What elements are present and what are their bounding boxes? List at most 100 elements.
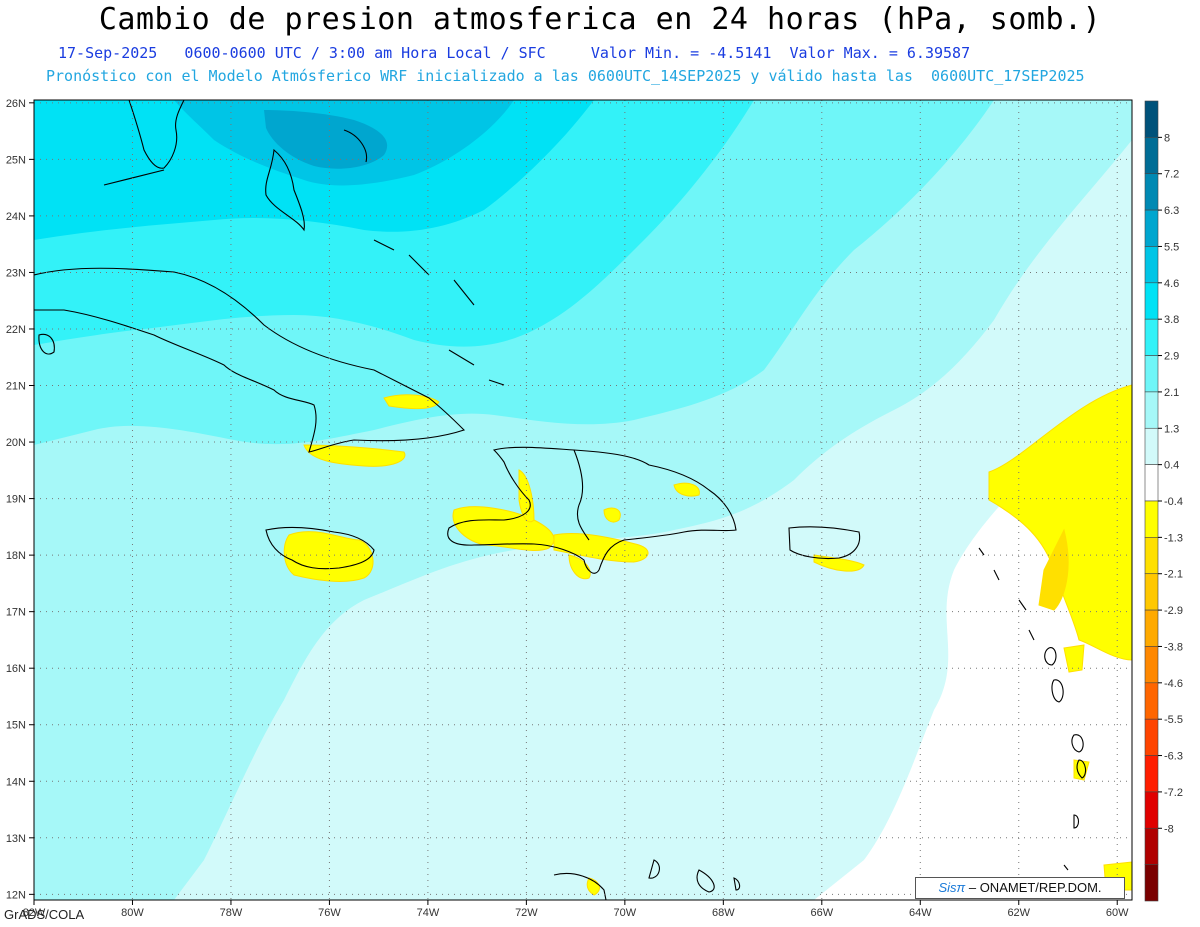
lat-label: 14N [6, 776, 26, 788]
latitude-labels: 26N 25N 24N 23N 22N 21N 20N 19N 18N 17N 16N 15N 14N 1… [6, 98, 34, 901]
field-zone-6.3 [264, 110, 388, 169]
valid-time-subtitle: 17-Sep-2025 0600-0600 UTC / 3:00 am Hora… [58, 44, 971, 62]
colorbar-label: -1.3 [1164, 532, 1183, 544]
lon-label: 60W [1106, 907, 1129, 919]
lat-label: 23N [6, 267, 26, 279]
colorbar-label: 0.4 [1164, 460, 1179, 472]
hispaniola-coast [447, 446, 737, 574]
lat-label: 13N [6, 833, 26, 845]
south-america-coast [553, 859, 741, 900]
colorbar-swatch [1144, 355, 1159, 393]
colorbar-label: -3.8 [1164, 641, 1183, 653]
andros-island [265, 148, 305, 232]
colorbar-label: -2.9 [1164, 605, 1183, 617]
lon-label: 74W [417, 907, 440, 919]
colorbar-label: 1.3 [1164, 423, 1179, 435]
colorbar-swatch [1144, 246, 1159, 284]
credit-brand: Sisπ [938, 880, 966, 895]
colorbar-label: 5.5 [1164, 241, 1179, 253]
colorbar-swatches [1144, 100, 1159, 902]
lon-label: 70W [614, 907, 637, 919]
lon-label: 62W [1007, 907, 1030, 919]
florida-keys [103, 169, 165, 186]
colorbar-label: 8 [1164, 132, 1170, 144]
lon-label: 66W [810, 907, 833, 919]
colorbar-swatch [1144, 427, 1159, 465]
lat-label: 12N [6, 889, 26, 901]
lon-label: 78W [220, 907, 243, 919]
lat-label: 19N [6, 494, 26, 506]
lat-label: 18N [6, 550, 26, 562]
lat-label: 17N [6, 607, 26, 619]
colorbar-swatch [1144, 173, 1159, 211]
colorbar-label: -7.2 [1164, 787, 1183, 799]
colorbar-swatch [1144, 646, 1159, 684]
credit-box: Sisπ – ONAMET/REP.DOM. [915, 877, 1125, 899]
colorbar-label: -4.6 [1164, 678, 1183, 690]
colorbar-swatch [1144, 318, 1159, 356]
colorbar: 8 7.2 6.3 5.5 4.6 3.8 2.9 2.1 1.3 0.4 -0.4 -1.3 -2.1… [1144, 100, 1183, 902]
florida-coast [128, 100, 185, 169]
map-canvas [34, 100, 1132, 900]
colorbar-swatch [1144, 609, 1159, 647]
colorbar-label: -5.5 [1164, 714, 1183, 726]
bahamas-islands [373, 239, 505, 386]
lon-label: 64W [909, 907, 932, 919]
lon-label: 72W [515, 907, 538, 919]
negative-change-areas [283, 384, 1132, 896]
colorbar-swatch [1144, 864, 1159, 902]
longitude-labels: 82W 80W 78W 76W 74W 72W 70W 68W 66W 64W 62W 60W [23, 900, 1129, 919]
colorbar-swatch [1144, 718, 1159, 756]
colorbar-swatch [1144, 573, 1159, 611]
colorbar-label: 7.2 [1164, 169, 1179, 181]
lat-label: 25N [6, 154, 26, 166]
colorbar-label: -6.3 [1164, 751, 1183, 763]
software-label: GrADS/COLA [4, 907, 85, 922]
colorbar-label: 2.1 [1164, 387, 1179, 399]
colorbar-swatch [1144, 537, 1159, 575]
jamaica-coast [265, 526, 375, 570]
model-init-subtitle: Pronóstico con el Modelo Atmósferico WRF… [46, 67, 1085, 85]
colorbar-label: -8 [1164, 823, 1174, 835]
colorbar-swatch [1144, 827, 1159, 865]
colorbar-swatch [1144, 209, 1159, 247]
colorbar-swatch [1144, 100, 1159, 138]
coastlines [34, 100, 1087, 900]
colorbar-swatch [1144, 464, 1159, 502]
lon-label: 82W [23, 907, 46, 919]
colorbar-swatch [1144, 682, 1159, 720]
colorbar-swatch [1144, 791, 1159, 829]
lat-label: 20N [6, 437, 26, 449]
lat-label: 26N [6, 98, 26, 110]
lon-label: 76W [318, 907, 341, 919]
map-title: Cambio de presion atmosferica en 24 hora… [98, 2, 1102, 37]
lon-label: 68W [712, 907, 735, 919]
lon-label: 80W [121, 907, 144, 919]
lat-label: 15N [6, 720, 26, 732]
colorbar-label: 3.8 [1164, 314, 1179, 326]
colorbar-label: -0.4 [1164, 496, 1183, 508]
colorbar-swatch [1144, 391, 1159, 429]
lat-label: 16N [6, 663, 26, 675]
colorbar-label: 4.6 [1164, 278, 1179, 290]
pressure-change-map [34, 100, 1132, 900]
colorbar-label: 6.3 [1164, 205, 1179, 217]
lat-label: 24N [6, 211, 26, 223]
eleuthera [343, 129, 368, 163]
haiti-border [573, 449, 590, 541]
lat-label: 22N [6, 324, 26, 336]
lat-label: 21N [6, 381, 26, 393]
colorbar-label: 2.9 [1164, 351, 1179, 363]
cuba-coast [34, 267, 466, 453]
graticule [34, 100, 1132, 900]
colorbar-label: -2.1 [1164, 569, 1183, 581]
puerto-rico-coast [788, 526, 861, 560]
colorbar-swatch [1144, 282, 1159, 320]
colorbar-labels: 8 7.2 6.3 5.5 4.6 3.8 2.9 2.1 1.3 0.4 -0.4 -1.3 -2.1… [1158, 132, 1183, 835]
colorbar-swatch [1144, 137, 1159, 175]
isla-juventud [38, 333, 55, 355]
lesser-antilles [978, 547, 1087, 871]
credit-text: – ONAMET/REP.DOM. [965, 880, 1102, 895]
colorbar-swatch [1144, 755, 1159, 793]
